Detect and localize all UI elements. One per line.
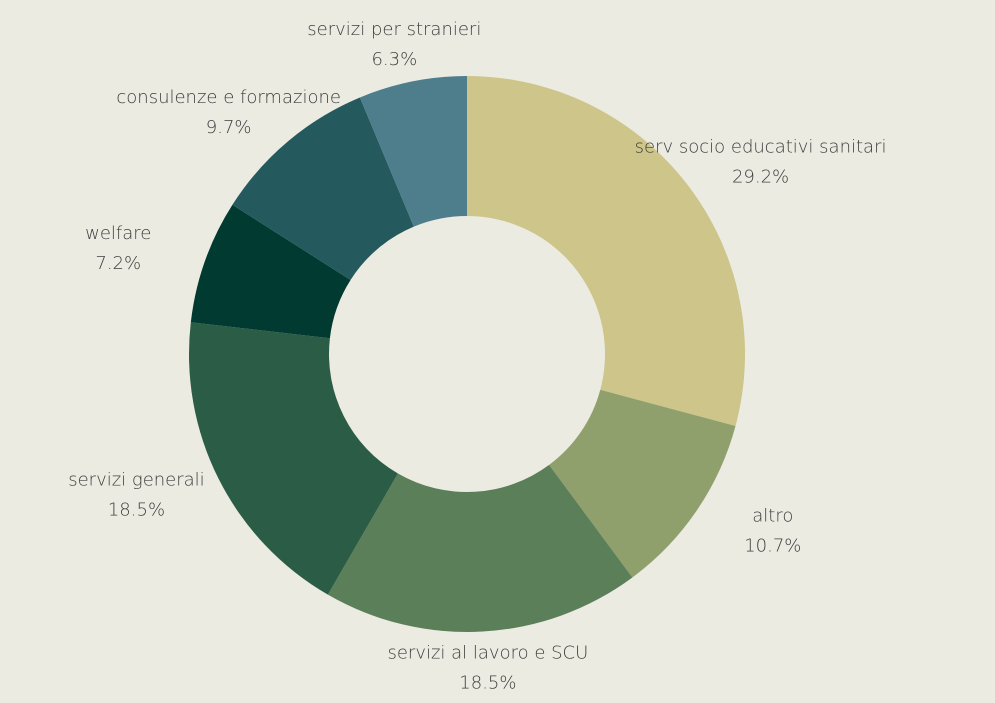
slice-value: 6.3% — [371, 49, 417, 70]
slice-value: 29.2% — [732, 166, 789, 187]
donut-slice — [327, 464, 633, 632]
slice-value: 10.7% — [744, 535, 801, 556]
donut-slice — [467, 76, 745, 427]
slice-label: serv socio educativi sanitari — [635, 136, 887, 157]
slice-value: 7.2% — [95, 253, 141, 274]
slice-value: 9.7% — [206, 117, 252, 138]
donut-slice — [190, 204, 351, 339]
slice-value: 18.5% — [459, 672, 516, 693]
slice-label: altro — [752, 505, 793, 526]
slice-value: 18.5% — [108, 500, 165, 521]
donut-slice — [232, 97, 414, 280]
slice-label: welfare — [85, 223, 151, 244]
donut-slice — [359, 76, 467, 227]
donut-slice — [549, 389, 736, 578]
slice-label: servizi per stranieri — [307, 19, 481, 40]
slice-label: consulenze e formazione — [116, 87, 341, 108]
slice-label: servizi generali — [68, 470, 204, 491]
donut-slice — [189, 322, 398, 595]
slice-label: servizi al lavoro e SCU — [387, 642, 588, 663]
